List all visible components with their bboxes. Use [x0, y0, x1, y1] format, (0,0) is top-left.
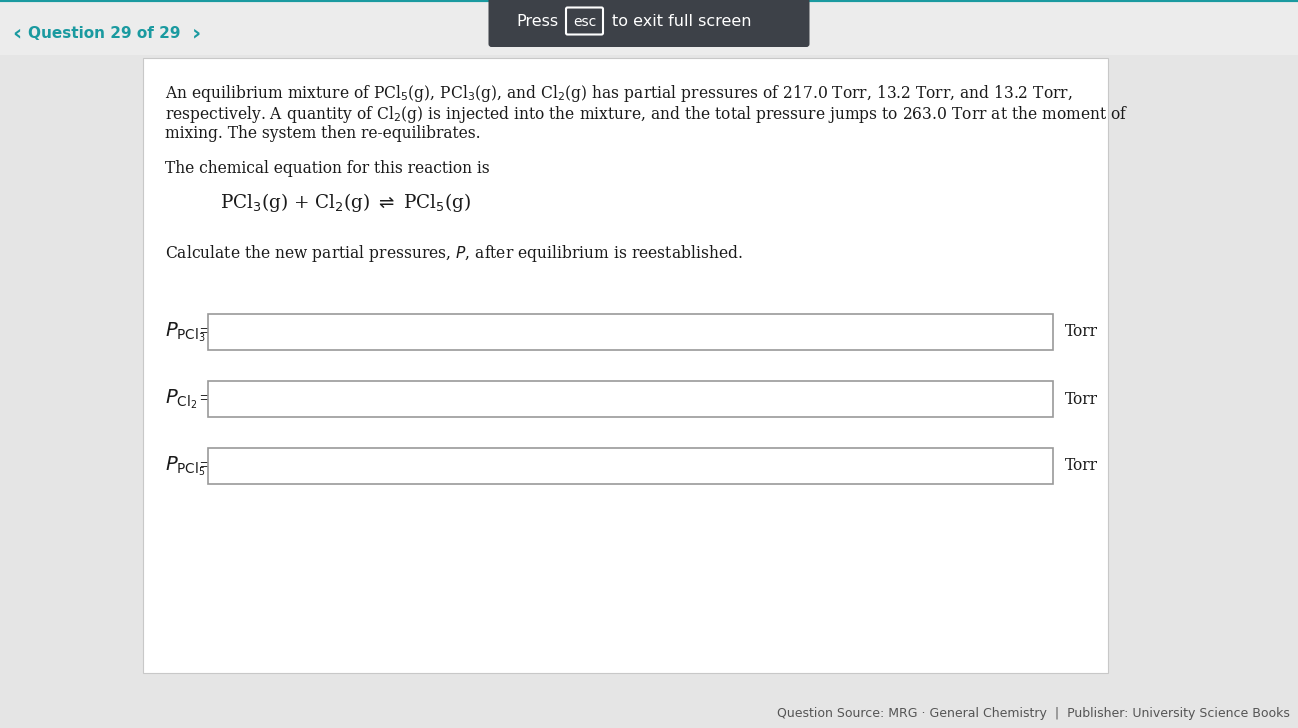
Text: mixing. The system then re-equilibrates.: mixing. The system then re-equilibrates.: [165, 125, 480, 142]
Bar: [208, 448, 1053, 484]
Text: Question 29 of 29: Question 29 of 29: [29, 25, 180, 41]
Bar: [143, 58, 1108, 673]
FancyBboxPatch shape: [488, 0, 810, 47]
Bar: [208, 381, 1053, 417]
Text: to exit full screen: to exit full screen: [611, 15, 752, 30]
Text: =: =: [199, 323, 213, 341]
Text: Press: Press: [517, 15, 558, 30]
Text: respectively. A quantity of Cl$_2$(g) is injected into the mixture, and the tota: respectively. A quantity of Cl$_2$(g) is…: [165, 104, 1128, 125]
Text: $P_{\mathregular{Cl_2}}$: $P_{\mathregular{Cl_2}}$: [165, 387, 197, 411]
Text: PCl$_3$(g) + Cl$_2$(g) $\rightleftharpoons$ PCl$_5$(g): PCl$_3$(g) + Cl$_2$(g) $\rightleftharpoo…: [219, 191, 471, 214]
Text: =: =: [199, 457, 213, 475]
Text: ›: ›: [192, 23, 201, 43]
Bar: [208, 314, 1053, 350]
FancyBboxPatch shape: [566, 7, 604, 34]
Text: Torr: Torr: [1064, 390, 1098, 408]
Text: Torr: Torr: [1064, 457, 1098, 475]
Text: $P_{\mathregular{PCl_5}}$: $P_{\mathregular{PCl_5}}$: [165, 454, 205, 478]
Bar: [0, 0, 1298, 55]
Text: The chemical equation for this reaction is: The chemical equation for this reaction …: [165, 160, 489, 177]
Text: $P_{\mathregular{PCl_3}}$: $P_{\mathregular{PCl_3}}$: [165, 320, 206, 344]
Text: Torr: Torr: [1064, 323, 1098, 341]
Text: =: =: [199, 390, 213, 408]
Text: Question Source: MRG · General Chemistry  |  Publisher: University Science Books: Question Source: MRG · General Chemistry…: [778, 707, 1290, 720]
Text: Calculate the new partial pressures, $\mathit{P}$, after equilibrium is reestabl: Calculate the new partial pressures, $\m…: [165, 243, 742, 264]
Text: ‹: ‹: [12, 23, 21, 43]
Text: An equilibrium mixture of PCl$_5$(g), PCl$_3$(g), and Cl$_2$(g) has partial pres: An equilibrium mixture of PCl$_5$(g), PC…: [165, 83, 1072, 104]
Text: esc: esc: [572, 15, 596, 29]
